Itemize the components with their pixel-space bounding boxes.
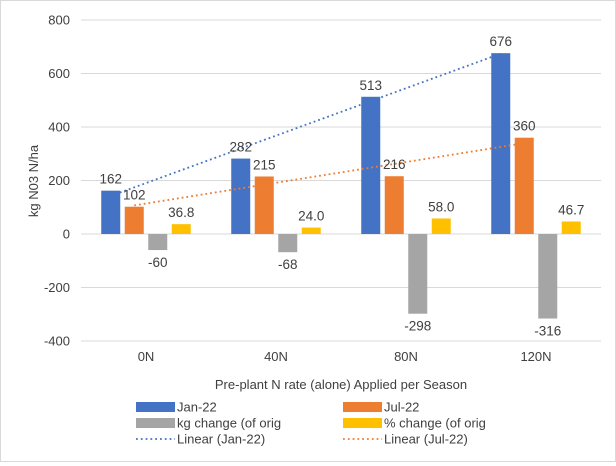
bar-jan-22-120n	[491, 53, 511, 234]
legend-label-jan-22: Jan-22	[177, 400, 217, 415]
legend-swatch-jan-22	[136, 402, 175, 412]
data-label-kg-change-of-orig: -60	[148, 255, 168, 270]
legend-swatch-kg-change-of-orig	[136, 418, 175, 428]
bar-change-of-orig-80n	[431, 218, 451, 234]
y-tick-label: 800	[48, 13, 70, 28]
data-label-change-of-orig: 24.0	[298, 209, 324, 224]
legend-label-linear-jul-22: Linear (Jul-22)	[384, 432, 468, 447]
data-label-change-of-orig: 46.7	[558, 203, 584, 218]
bar-jan-22-0n	[101, 190, 121, 234]
bar-kg-change-of-orig-80n	[408, 234, 428, 314]
data-label-jul-22: 216	[383, 157, 406, 172]
legend-label-kg-change-of-orig: kg change (of orig	[177, 416, 281, 431]
bar-kg-change-of-orig-40n	[278, 234, 298, 253]
y-tick-label: 600	[48, 66, 70, 81]
x-tick-label: 40N	[264, 349, 288, 364]
legend-label-jul-22: Jul-22	[384, 400, 419, 415]
bar-change-of-orig-40n	[301, 227, 321, 234]
data-label-jan-22: 162	[99, 172, 122, 187]
legend-label-change-of-orig: % change (of orig	[384, 416, 486, 431]
data-label-change-of-orig: 58.0	[428, 199, 454, 214]
trendline-jan-22	[110, 52, 502, 197]
data-label-jul-22: 102	[123, 188, 146, 203]
trendlines	[110, 52, 525, 207]
bar-jan-22-40n	[231, 158, 251, 234]
y-tick-label: -200	[44, 280, 70, 295]
bar-kg-change-of-orig-0n	[148, 234, 168, 251]
bar-jul-22-40n	[254, 176, 274, 234]
bar-jul-22-80n	[384, 176, 404, 234]
data-label-jan-22: 676	[489, 34, 512, 49]
legend-label-linear-jan-22: Linear (Jan-22)	[177, 432, 265, 447]
y-tick-label: -400	[44, 334, 70, 349]
data-label-kg-change-of-orig: -316	[534, 324, 561, 339]
bar-change-of-orig-0n	[171, 224, 191, 234]
data-label-kg-change-of-orig: -298	[404, 319, 431, 334]
legend-swatch-jul-22	[343, 402, 382, 412]
y-tick-label: 200	[48, 173, 70, 188]
data-label-jul-22: 215	[253, 157, 276, 172]
bar-jan-22-80n	[361, 96, 381, 235]
trendline-jul-22	[134, 142, 525, 207]
data-label-change-of-orig: 36.8	[168, 205, 194, 220]
x-axis-title: Pre-plant N rate (alone) Applied per Sea…	[215, 377, 467, 392]
x-tick-label: 0N	[138, 349, 155, 364]
legend: Jan-22 Jul-22 kg change (of orig % change (…	[136, 400, 486, 447]
data-label-kg-change-of-orig: -68	[278, 257, 298, 272]
data-label-jul-22: 360	[513, 119, 536, 134]
data-label-jan-22: 513	[359, 78, 382, 93]
data-labels: 162 282 513 676 102 215 216 360 -60 -68 -298 -316 36…	[99, 34, 584, 338]
bar-jul-22-0n	[124, 206, 144, 234]
bar-change-of-orig-120n	[561, 221, 581, 234]
x-tick-label: 120N	[520, 349, 551, 364]
y-tick-label: 400	[48, 120, 70, 135]
x-tick-labels: 0N 40N 80N 120N	[138, 349, 552, 364]
x-tick-label: 80N	[394, 349, 418, 364]
bars	[101, 53, 581, 319]
data-label-jan-22: 282	[229, 140, 252, 155]
y-axis-title: kg N03 N/ha	[26, 144, 41, 217]
legend-swatch-change-of-orig	[343, 418, 382, 428]
y-tick-label: 0	[63, 227, 70, 242]
gridlines	[81, 19, 601, 342]
bar-jul-22-120n	[514, 137, 534, 234]
bar-kg-change-of-orig-120n	[538, 234, 558, 319]
y-tick-labels: -400 -200 0 200 400 600 800	[44, 13, 70, 349]
